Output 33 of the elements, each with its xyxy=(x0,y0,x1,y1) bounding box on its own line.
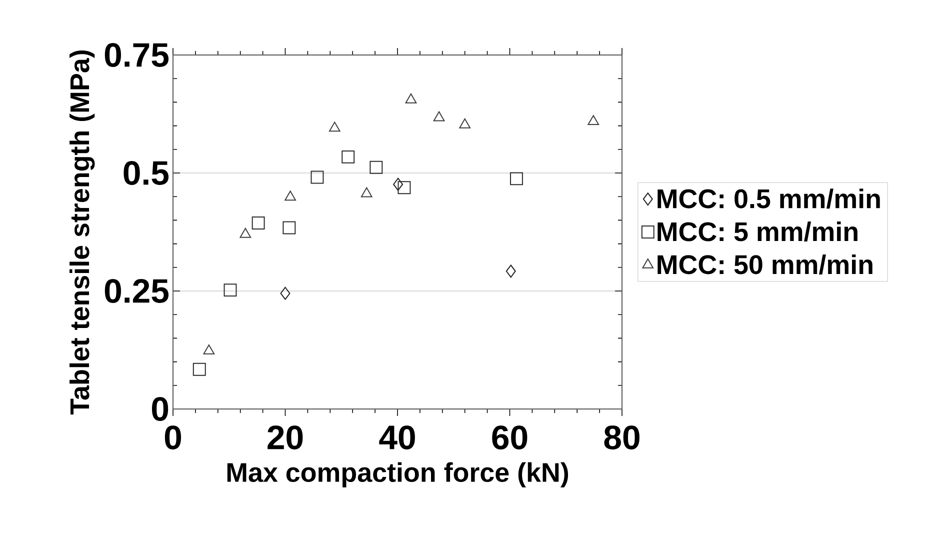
point xyxy=(310,170,324,184)
x-tick-label: 40 xyxy=(379,425,415,450)
y-tick-label: 0.75 xyxy=(104,43,169,67)
point xyxy=(192,362,206,376)
point xyxy=(328,122,340,132)
point xyxy=(360,187,372,198)
point xyxy=(588,115,600,126)
y-tick-label: 0 xyxy=(152,397,168,421)
y-axis-title: Tablet tensile strength (MPa) xyxy=(70,50,95,415)
x-tick-label: 20 xyxy=(268,425,303,450)
point xyxy=(405,93,417,104)
y-tick-label: 0.5 xyxy=(124,161,169,185)
x-axis-title: Max compaction force (kN) xyxy=(227,462,568,488)
point xyxy=(433,111,445,122)
point xyxy=(398,181,411,194)
point xyxy=(280,286,290,300)
x-tick-label: 80 xyxy=(604,425,640,450)
point xyxy=(282,221,296,234)
point xyxy=(510,172,523,186)
x-tick-label: 60 xyxy=(492,425,528,450)
y-tick-label: 0.25 xyxy=(104,279,169,303)
point xyxy=(459,118,471,128)
legend-label: MCC: 0.5 mm/min xyxy=(658,188,880,209)
point xyxy=(240,228,252,238)
point xyxy=(393,178,404,191)
legend-label: MCC: 5 mm/min xyxy=(658,222,858,242)
point xyxy=(342,150,355,164)
point xyxy=(506,264,516,278)
point xyxy=(252,216,265,230)
legend-label: MCC: 50 mm/min xyxy=(658,254,872,274)
point xyxy=(224,284,237,297)
point xyxy=(284,190,296,201)
point xyxy=(370,160,383,174)
